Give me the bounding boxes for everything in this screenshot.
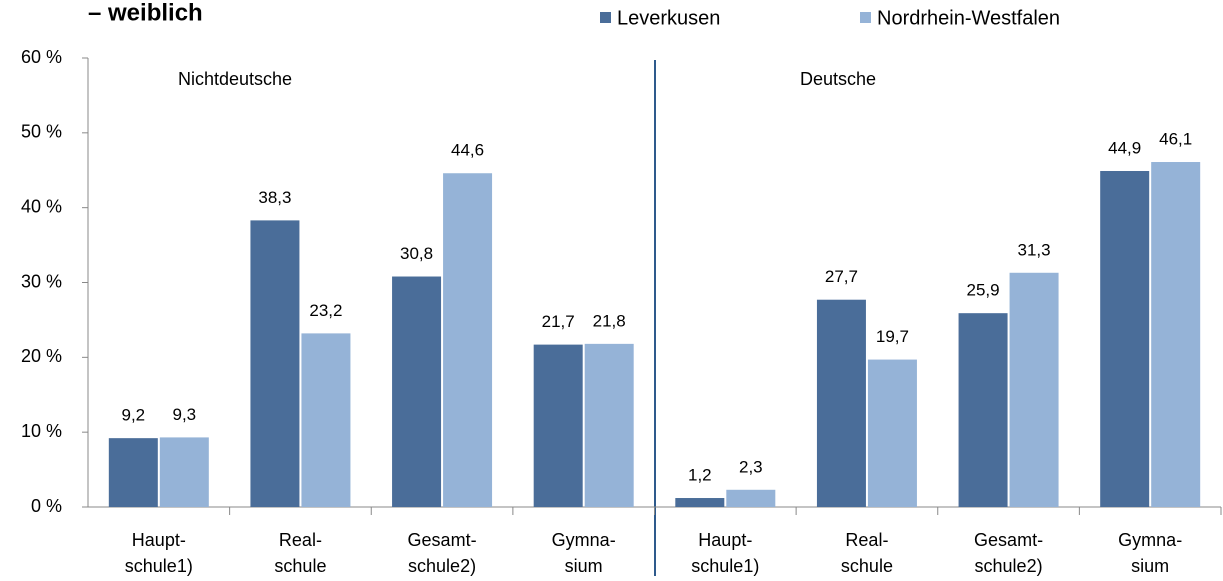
bar bbox=[816, 299, 866, 507]
value-label: 38,3 bbox=[258, 188, 291, 207]
value-label: 9,3 bbox=[172, 405, 196, 424]
bar bbox=[1151, 162, 1201, 508]
legend-label: Leverkusen bbox=[617, 7, 720, 29]
x-tick-label: Gesamt-schule2) bbox=[974, 530, 1043, 576]
bar bbox=[443, 173, 493, 507]
value-label: 1,2 bbox=[688, 466, 712, 485]
group-label: Nichtdeutsche bbox=[178, 69, 292, 89]
bar bbox=[392, 276, 442, 507]
value-label: 46,1 bbox=[1159, 130, 1192, 149]
value-label: 44,6 bbox=[451, 141, 484, 160]
bar bbox=[301, 333, 351, 507]
bar bbox=[867, 359, 917, 507]
value-label: 44,9 bbox=[1108, 138, 1141, 157]
y-tick-label: 60 % bbox=[21, 47, 62, 67]
bar bbox=[108, 438, 158, 507]
value-label: 21,7 bbox=[542, 312, 575, 331]
x-tick-label: Gymna-sium bbox=[1118, 530, 1182, 576]
value-label: 21,8 bbox=[593, 311, 626, 330]
y-tick-label: 0 % bbox=[31, 496, 62, 516]
value-label: 23,2 bbox=[309, 301, 342, 320]
y-tick-label: 40 % bbox=[21, 196, 62, 216]
x-tick-label: Haupt-schule1) bbox=[691, 530, 759, 576]
bar bbox=[250, 220, 300, 507]
bar bbox=[675, 498, 725, 507]
bar bbox=[159, 437, 209, 507]
legend-label: Nordrhein-Westfalen bbox=[877, 7, 1060, 29]
x-tick-label: Gymna-sium bbox=[552, 530, 616, 576]
x-tick-label: Gesamt-schule2) bbox=[408, 530, 477, 576]
legend-swatch bbox=[600, 12, 611, 23]
y-tick-label: 30 % bbox=[21, 271, 62, 291]
bar bbox=[958, 313, 1008, 507]
value-label: 19,7 bbox=[876, 327, 909, 346]
value-label: 2,3 bbox=[739, 457, 763, 476]
group-label: Deutsche bbox=[800, 69, 876, 89]
value-label: 31,3 bbox=[1018, 240, 1051, 259]
value-label: 9,2 bbox=[121, 406, 145, 425]
chart-title: – weiblich bbox=[88, 0, 203, 26]
bar bbox=[1009, 272, 1059, 507]
x-tick-label: Haupt-schule1) bbox=[125, 530, 193, 576]
bar bbox=[584, 343, 634, 507]
bar bbox=[533, 344, 583, 507]
bar bbox=[726, 489, 776, 507]
y-tick-label: 10 % bbox=[21, 421, 62, 441]
value-label: 25,9 bbox=[967, 281, 1000, 300]
value-label: 30,8 bbox=[400, 244, 433, 263]
legend-swatch bbox=[860, 12, 871, 23]
y-tick-label: 20 % bbox=[21, 346, 62, 366]
x-tick-label: Real-schule bbox=[274, 530, 326, 576]
value-label: 27,7 bbox=[825, 267, 858, 286]
x-tick-label: Real-schule bbox=[841, 530, 893, 576]
y-tick-label: 50 % bbox=[21, 122, 62, 142]
bar bbox=[1100, 170, 1150, 507]
